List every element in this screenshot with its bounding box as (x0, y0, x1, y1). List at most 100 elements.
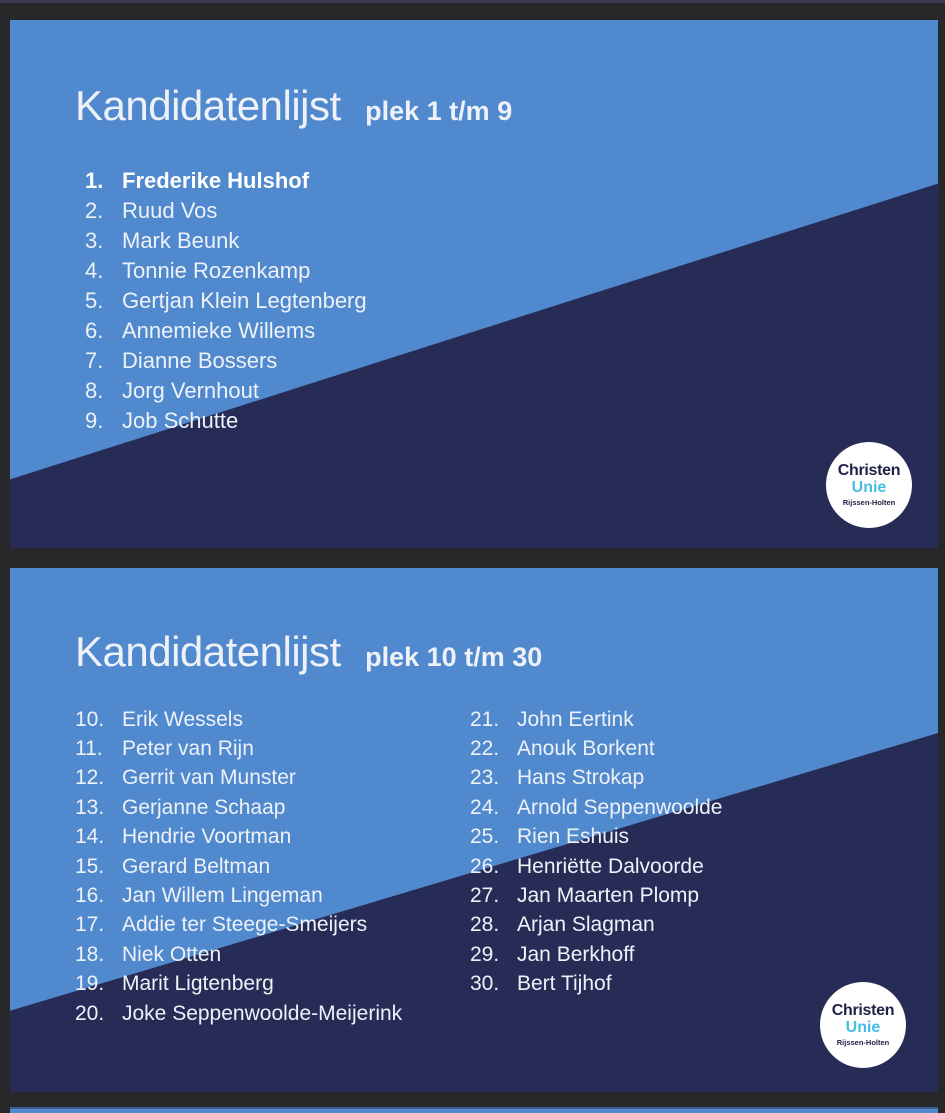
list-item: 23. Hans Strokap (470, 764, 723, 793)
candidate-number: 22. (470, 737, 500, 761)
candidate-name: Annemieke Willems (122, 318, 316, 343)
list-item: 17. Addie ter Steege-Smeijers (75, 911, 402, 940)
list-item: 8. Jorg Vernhout (85, 376, 367, 406)
list-item: 6. Annemieke Willems (85, 316, 367, 346)
list-item: 28. Arjan Slagman (470, 911, 723, 940)
candidate-name: Gertjan Klein Legtenberg (122, 288, 367, 313)
list-item: 18. Niek Otten (75, 940, 402, 969)
list-item: 22. Anouk Borkent (470, 734, 723, 763)
candidate-number: 12. (75, 766, 105, 790)
candidate-number: 20. (75, 1001, 105, 1025)
candidate-number: 29. (470, 942, 500, 966)
slide-subtitle: plek 10 t/m 30 (365, 642, 543, 672)
list-item: 25. Rien Eshuis (470, 823, 723, 852)
candidate-name: Jorg Vernhout (122, 378, 259, 403)
candidate-name: Henriëtte Dalvoorde (517, 854, 704, 878)
logo-text-unie: Unie (851, 479, 887, 496)
candidate-name: Job Schutte (122, 408, 239, 433)
candidate-name: Rien Eshuis (517, 825, 630, 849)
candidate-name: Dianne Bossers (122, 348, 278, 373)
candidate-number: 19. (75, 972, 105, 996)
logo-text-christen: Christen (837, 462, 901, 479)
candidate-number: 5. (85, 288, 104, 313)
candidate-number: 10. (75, 707, 105, 731)
candidate-name: Hans Strokap (517, 766, 645, 790)
candidate-number: 30. (470, 972, 500, 996)
list-item: 20. Joke Seppenwoolde-Meijerink (75, 999, 402, 1028)
candidate-name: Peter van Rijn (122, 737, 254, 761)
candidate-number: 8. (85, 378, 104, 403)
candidate-number: 3. (85, 228, 104, 253)
slide-2: Kandidatenlijst plek 10 t/m 30 10. Erik … (10, 568, 938, 1092)
candidate-name: Frederike Hulshof (122, 168, 310, 193)
candidate-number: 25. (470, 825, 500, 849)
candidate-name: Gerjanne Schaap (122, 795, 286, 819)
candidate-name: Mark Beunk (122, 228, 240, 253)
slide-title: Kandidatenlijst (75, 628, 341, 675)
list-item: 4. Tonnie Rozenkamp (85, 256, 367, 286)
candidate-number: 21. (470, 707, 500, 731)
candidate-list-21-30: 21. John Eertink 22. Anouk Borkent 23. H… (470, 705, 723, 999)
logo-text-region: Rijssen-Holten (836, 1038, 890, 1047)
list-item: 15. Gerard Beltman (75, 852, 402, 881)
christenunie-logo: Christen Unie Rijssen-Holten (826, 442, 912, 528)
candidate-name: Arjan Slagman (517, 913, 655, 937)
list-item: 24. Arnold Seppenwoolde (470, 793, 723, 822)
candidate-name: Gerrit van Munster (122, 766, 296, 790)
list-item: 27. Jan Maarten Plomp (470, 881, 723, 910)
candidate-number: 24. (470, 795, 500, 819)
candidate-name: Arnold Seppenwoolde (517, 795, 723, 819)
candidate-number: 26. (470, 854, 500, 878)
candidate-name: Jan Maarten Plomp (517, 884, 700, 908)
top-border-line (0, 0, 945, 3)
slide-1: Kandidatenlijst plek 1 t/m 9 1. Frederik… (10, 20, 938, 548)
candidate-name: Ruud Vos (122, 198, 218, 223)
list-item: 26. Henriëtte Dalvoorde (470, 852, 723, 881)
list-item: 5. Gertjan Klein Legtenberg (85, 286, 367, 316)
list-item: 30. Bert Tijhof (470, 970, 723, 999)
next-slide-peek-strip (10, 1107, 938, 1113)
candidate-number: 1. (85, 168, 104, 193)
list-item: 7. Dianne Bossers (85, 346, 367, 376)
list-item: 29. Jan Berkhoff (470, 940, 723, 969)
candidate-name: Erik Wessels (122, 707, 243, 731)
candidate-number: 6. (85, 318, 104, 343)
candidate-name: Jan Willem Lingeman (122, 884, 323, 908)
candidate-name: Marit Ligtenberg (122, 972, 274, 996)
candidate-number: 18. (75, 942, 105, 966)
candidate-number: 17. (75, 913, 105, 937)
list-item: 3. Mark Beunk (85, 226, 367, 256)
candidate-name: Joke Seppenwoolde-Meijerink (122, 1001, 403, 1025)
candidate-name: John Eertink (517, 707, 634, 731)
list-item: 2. Ruud Vos (85, 196, 367, 226)
candidate-number: 23. (470, 766, 500, 790)
candidate-list-10-20: 10. Erik Wessels 11. Peter van Rijn 12. … (75, 705, 402, 1028)
candidate-number: 13. (75, 795, 105, 819)
candidate-number: 28. (470, 913, 500, 937)
slide-2-title-row: Kandidatenlijst plek 10 t/m 30 (75, 628, 542, 676)
candidate-number: 11. (75, 737, 103, 761)
list-item: 19. Marit Ligtenberg (75, 970, 402, 999)
list-item: 11. Peter van Rijn (75, 734, 402, 763)
candidate-list-1-9: 1. Frederike Hulshof 2. Ruud Vos 3. Mark… (85, 166, 367, 436)
slide-title: Kandidatenlijst (75, 82, 341, 129)
list-item: 21. John Eertink (470, 705, 723, 734)
candidate-name: Addie ter Steege-Smeijers (122, 913, 368, 937)
logo-text-christen: Christen (831, 1002, 895, 1019)
candidate-number: 27. (470, 884, 500, 908)
list-item: 13. Gerjanne Schaap (75, 793, 402, 822)
candidate-number: 15. (75, 854, 105, 878)
candidate-number: 14. (75, 825, 105, 849)
candidate-number: 4. (85, 258, 104, 283)
list-item: 16. Jan Willem Lingeman (75, 881, 402, 910)
logo-text-unie: Unie (845, 1019, 881, 1036)
candidate-name: Anouk Borkent (517, 737, 655, 761)
candidate-name: Bert Tijhof (517, 972, 612, 996)
candidate-name: Tonnie Rozenkamp (122, 258, 311, 283)
candidate-number: 9. (85, 408, 104, 433)
logo-text-region: Rijssen-Holten (842, 498, 896, 507)
list-item: 10. Erik Wessels (75, 705, 402, 734)
candidate-name: Hendrie Voortman (122, 825, 292, 849)
slide-subtitle: plek 1 t/m 9 (365, 96, 513, 126)
